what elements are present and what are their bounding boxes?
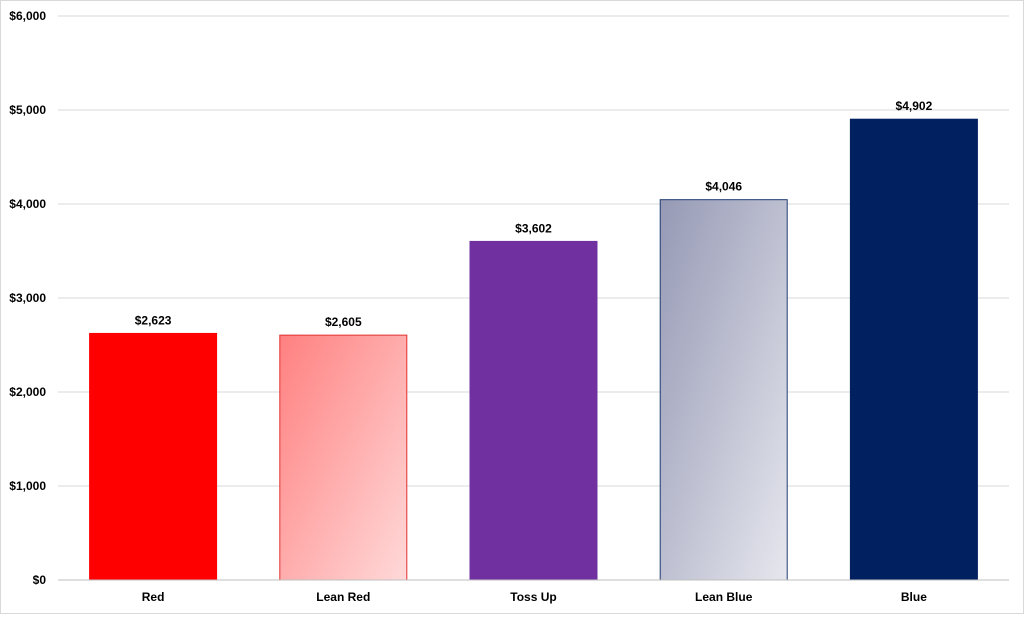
x-category-label: Blue <box>901 590 927 604</box>
bar <box>89 332 218 581</box>
x-category-label: Lean Blue <box>695 590 753 604</box>
y-tick-label: $1,000 <box>9 479 46 493</box>
y-tick-label: $4,000 <box>9 197 46 211</box>
bar-value-label: $3,602 <box>515 221 552 235</box>
bars <box>89 118 978 581</box>
y-tick-label: $5,000 <box>9 103 46 117</box>
bar <box>469 240 598 581</box>
bar-value-labels: $2,623 $2,605 $3,602 $4,046 $4,902 <box>135 99 933 329</box>
bar <box>849 118 978 581</box>
x-category-label: Red <box>142 590 165 604</box>
x-category-label: Lean Red <box>316 590 370 604</box>
bar-value-label: $4,902 <box>896 99 933 113</box>
y-tick-label: $6,000 <box>9 9 46 23</box>
bar <box>279 334 408 581</box>
y-axis-tick-labels: $0 $1,000 $2,000 $3,000 $4,000 $5,000 $6,000 <box>9 9 46 587</box>
x-axis-category-labels: Red Lean Red Toss Up Lean Blue Blue <box>142 590 927 604</box>
y-tick-label: $2,000 <box>9 385 46 399</box>
x-category-label: Toss Up <box>510 590 556 604</box>
bar-value-label: $4,046 <box>705 180 742 194</box>
bar-value-label: $2,623 <box>135 313 172 327</box>
y-tick-label: $3,000 <box>9 291 46 305</box>
bar <box>659 199 788 581</box>
y-tick-label: $0 <box>33 573 47 587</box>
bar-value-label: $2,605 <box>325 315 362 329</box>
